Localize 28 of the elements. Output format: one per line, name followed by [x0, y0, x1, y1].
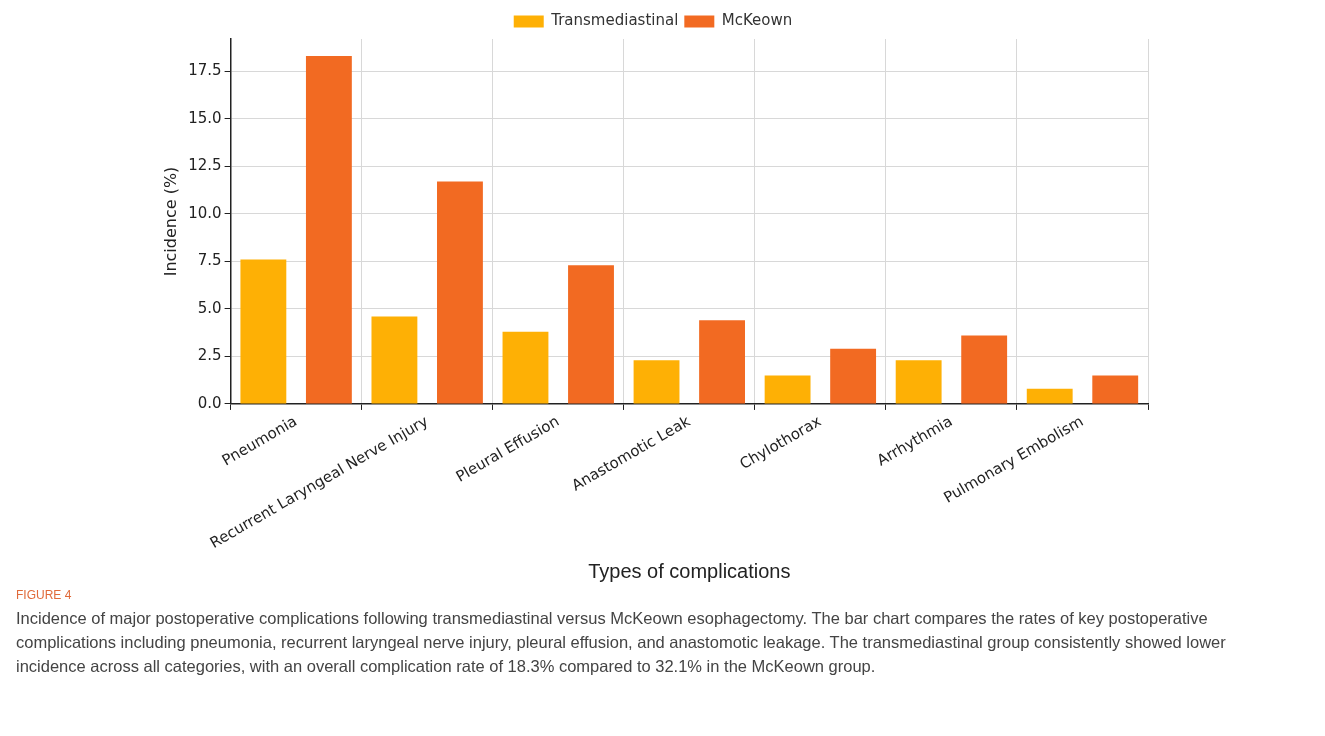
- x-axis-title: Types of complications: [588, 559, 791, 582]
- bar: [437, 181, 483, 404]
- bar: [961, 335, 1008, 404]
- y-tick-label: 2.5: [197, 346, 222, 365]
- legend-label: Transmediastinal: [550, 11, 679, 30]
- bar: [633, 360, 680, 404]
- y-axis-title: Incidence (%): [160, 166, 180, 277]
- bar: [764, 375, 811, 404]
- bar: [1026, 388, 1073, 404]
- y-tick-label: 5.0: [197, 298, 222, 317]
- legend-label: McKeown: [721, 11, 793, 30]
- y-tick-label: 15.0: [188, 108, 222, 127]
- bar: [895, 360, 942, 404]
- bar: [1092, 375, 1139, 404]
- y-tick-label: 7.5: [197, 251, 222, 270]
- bar: [830, 348, 877, 404]
- text: Incidence of major postoperative complications following transmediastinal versus McKeown esophagectomy. The bar chart compares the rates of key postoperative complications including pneumonia, recurrent laryngeal nerve injury, pleural effusion, and anastomotic leakage. The transmediastinal group consistently showed lower incidence across all categories, with an overall complication rate of 18.3% compared to 32.1% in the McKeown group.: [16, 608, 1227, 677]
- bar: [502, 331, 549, 404]
- y-tick-label: 10.0: [188, 203, 222, 222]
- caption: FIGURE 4: [16, 588, 73, 602]
- bar: [305, 56, 352, 404]
- y-tick-label: 17.5: [188, 61, 222, 80]
- bar: [699, 320, 745, 404]
- y-tick-label: 0.0: [197, 393, 222, 412]
- y-tick-label: 12.5: [188, 156, 222, 175]
- bar: [568, 265, 614, 404]
- bar: [240, 259, 287, 404]
- bar: [371, 316, 418, 404]
